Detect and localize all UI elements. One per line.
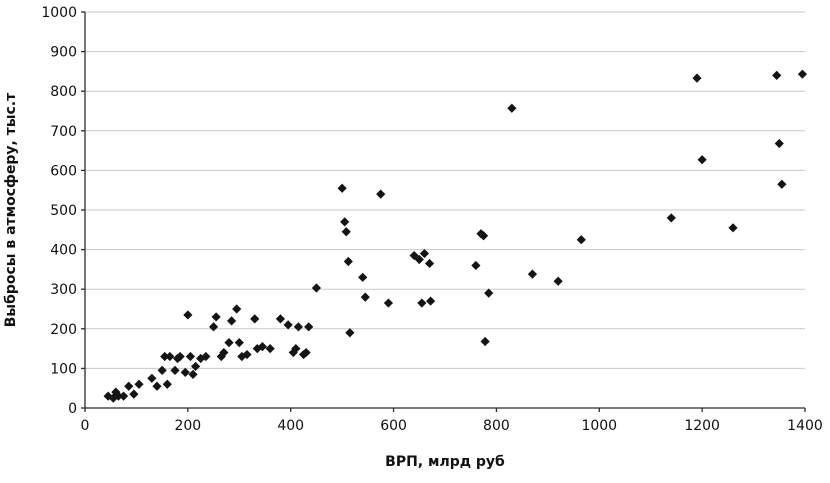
tick-labels: 0 100 200 300 400 500 600 700 800 900 1000 0 200 400 6… — [41, 5, 822, 434]
svg-text:200: 200 — [50, 322, 77, 338]
data-points — [103, 69, 808, 403]
svg-text:800: 800 — [50, 84, 77, 100]
svg-text:700: 700 — [50, 124, 77, 140]
svg-text:400: 400 — [277, 418, 304, 434]
tick-marks — [81, 11, 806, 412]
svg-text:1200: 1200 — [684, 418, 720, 434]
svg-text:100: 100 — [50, 361, 77, 377]
svg-text:600: 600 — [380, 418, 407, 434]
svg-text:300: 300 — [50, 282, 77, 298]
svg-text:1000: 1000 — [581, 418, 617, 434]
svg-text:400: 400 — [50, 243, 77, 259]
svg-text:800: 800 — [483, 418, 510, 434]
svg-text:0: 0 — [68, 401, 77, 417]
x-axis-title: ВРП, млрд руб — [385, 454, 505, 470]
svg-text:1000: 1000 — [41, 5, 77, 21]
svg-text:500: 500 — [50, 203, 77, 219]
y-axis-title: Выбросы в атмосферу, тыс.т — [3, 92, 19, 327]
svg-text:0: 0 — [81, 418, 90, 434]
svg-text:1400: 1400 — [787, 418, 823, 434]
svg-text:200: 200 — [174, 418, 201, 434]
gridlines — [85, 11, 805, 369]
svg-text:900: 900 — [50, 45, 77, 61]
svg-text:600: 600 — [50, 163, 77, 179]
